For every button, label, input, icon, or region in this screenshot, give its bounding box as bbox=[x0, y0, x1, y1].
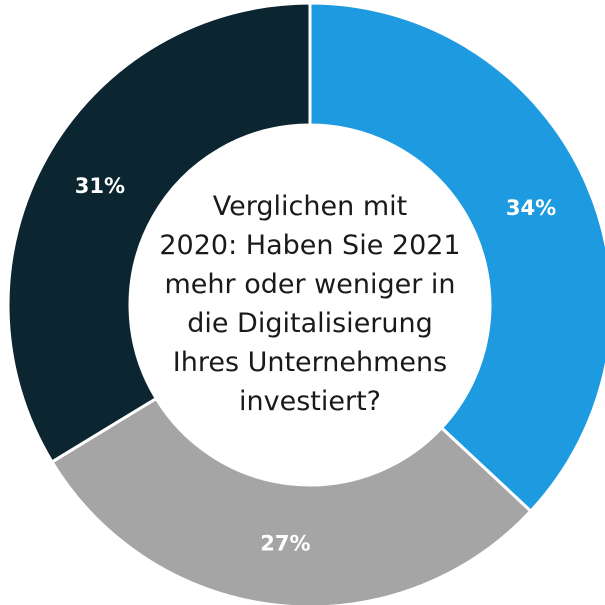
chart-title: investiert? bbox=[239, 386, 381, 417]
value-label: 31% bbox=[75, 174, 125, 198]
donut-slice bbox=[49, 396, 533, 605]
chart-title: 2020: Haben Sie 2021 bbox=[159, 230, 460, 261]
value-label: 27% bbox=[260, 532, 310, 556]
chart-title: die Digitalisierung bbox=[187, 308, 433, 339]
donut-slice bbox=[308, 1, 605, 514]
chart-title: mehr oder weniger in bbox=[164, 269, 455, 300]
value-label: 34% bbox=[506, 196, 556, 220]
donut-slice bbox=[6, 1, 312, 464]
chart-title: Ihres Unternehmens bbox=[173, 347, 447, 378]
chart-title: Verglichen mit bbox=[213, 191, 407, 222]
